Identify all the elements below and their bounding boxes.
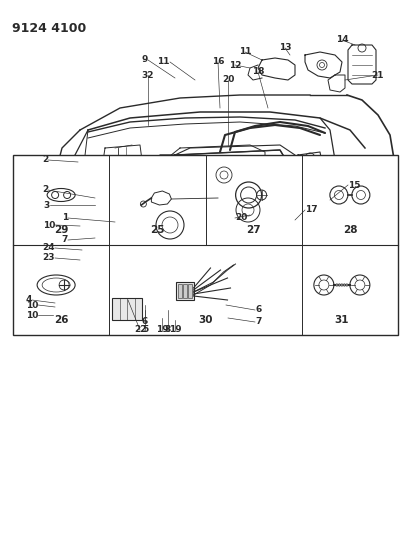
Text: 22: 22 [134, 326, 146, 335]
Text: 4: 4 [25, 295, 32, 304]
Bar [13, 155, 398, 335]
Text: 6: 6 [255, 305, 261, 314]
Text: 31: 31 [335, 315, 349, 325]
Circle shape [336, 284, 338, 286]
Text: 18: 18 [252, 68, 264, 77]
Text: 10: 10 [25, 301, 38, 310]
Text: 21: 21 [372, 70, 384, 79]
Circle shape [341, 284, 343, 286]
Text: 12: 12 [229, 61, 241, 69]
Text: 24: 24 [42, 244, 55, 253]
Text: 13: 13 [279, 44, 291, 52]
Bar [112, 298, 142, 320]
Circle shape [343, 284, 346, 286]
Text: 20: 20 [222, 76, 234, 85]
Text: 3: 3 [44, 200, 50, 209]
Text: 9: 9 [142, 55, 148, 64]
Text: 5: 5 [142, 326, 148, 335]
Text: 11: 11 [239, 47, 251, 56]
Bar [187, 284, 192, 298]
Text: 14: 14 [336, 36, 348, 44]
Text: 9124 4100: 9124 4100 [12, 22, 86, 35]
Text: 11: 11 [157, 58, 170, 67]
Text: 15: 15 [348, 181, 360, 190]
Text: 32: 32 [142, 70, 154, 79]
Text: 23: 23 [42, 254, 55, 262]
Circle shape [346, 284, 348, 286]
Text: 10: 10 [43, 221, 55, 230]
Text: 6: 6 [142, 318, 148, 327]
Text: 7: 7 [255, 318, 261, 327]
Text: 2: 2 [42, 185, 48, 195]
Text: 19: 19 [156, 326, 169, 335]
Text: 25: 25 [150, 225, 165, 235]
Text: 20: 20 [235, 214, 247, 222]
Text: 7: 7 [62, 236, 68, 245]
Text: 8: 8 [165, 326, 171, 335]
Circle shape [62, 295, 67, 300]
Text: 16: 16 [212, 58, 224, 67]
Text: 27: 27 [246, 225, 261, 235]
Bar [175, 282, 194, 300]
Text: 10: 10 [25, 311, 38, 319]
Circle shape [338, 284, 341, 286]
Bar [182, 284, 187, 298]
Text: 1: 1 [62, 214, 68, 222]
Bar [178, 284, 182, 298]
Text: 30: 30 [198, 315, 213, 325]
Text: 28: 28 [343, 225, 357, 235]
Text: 19: 19 [169, 326, 181, 335]
Text: 17: 17 [305, 206, 318, 214]
Text: 29: 29 [54, 225, 68, 235]
Text: 26: 26 [54, 315, 68, 325]
Text: 2: 2 [42, 156, 48, 165]
